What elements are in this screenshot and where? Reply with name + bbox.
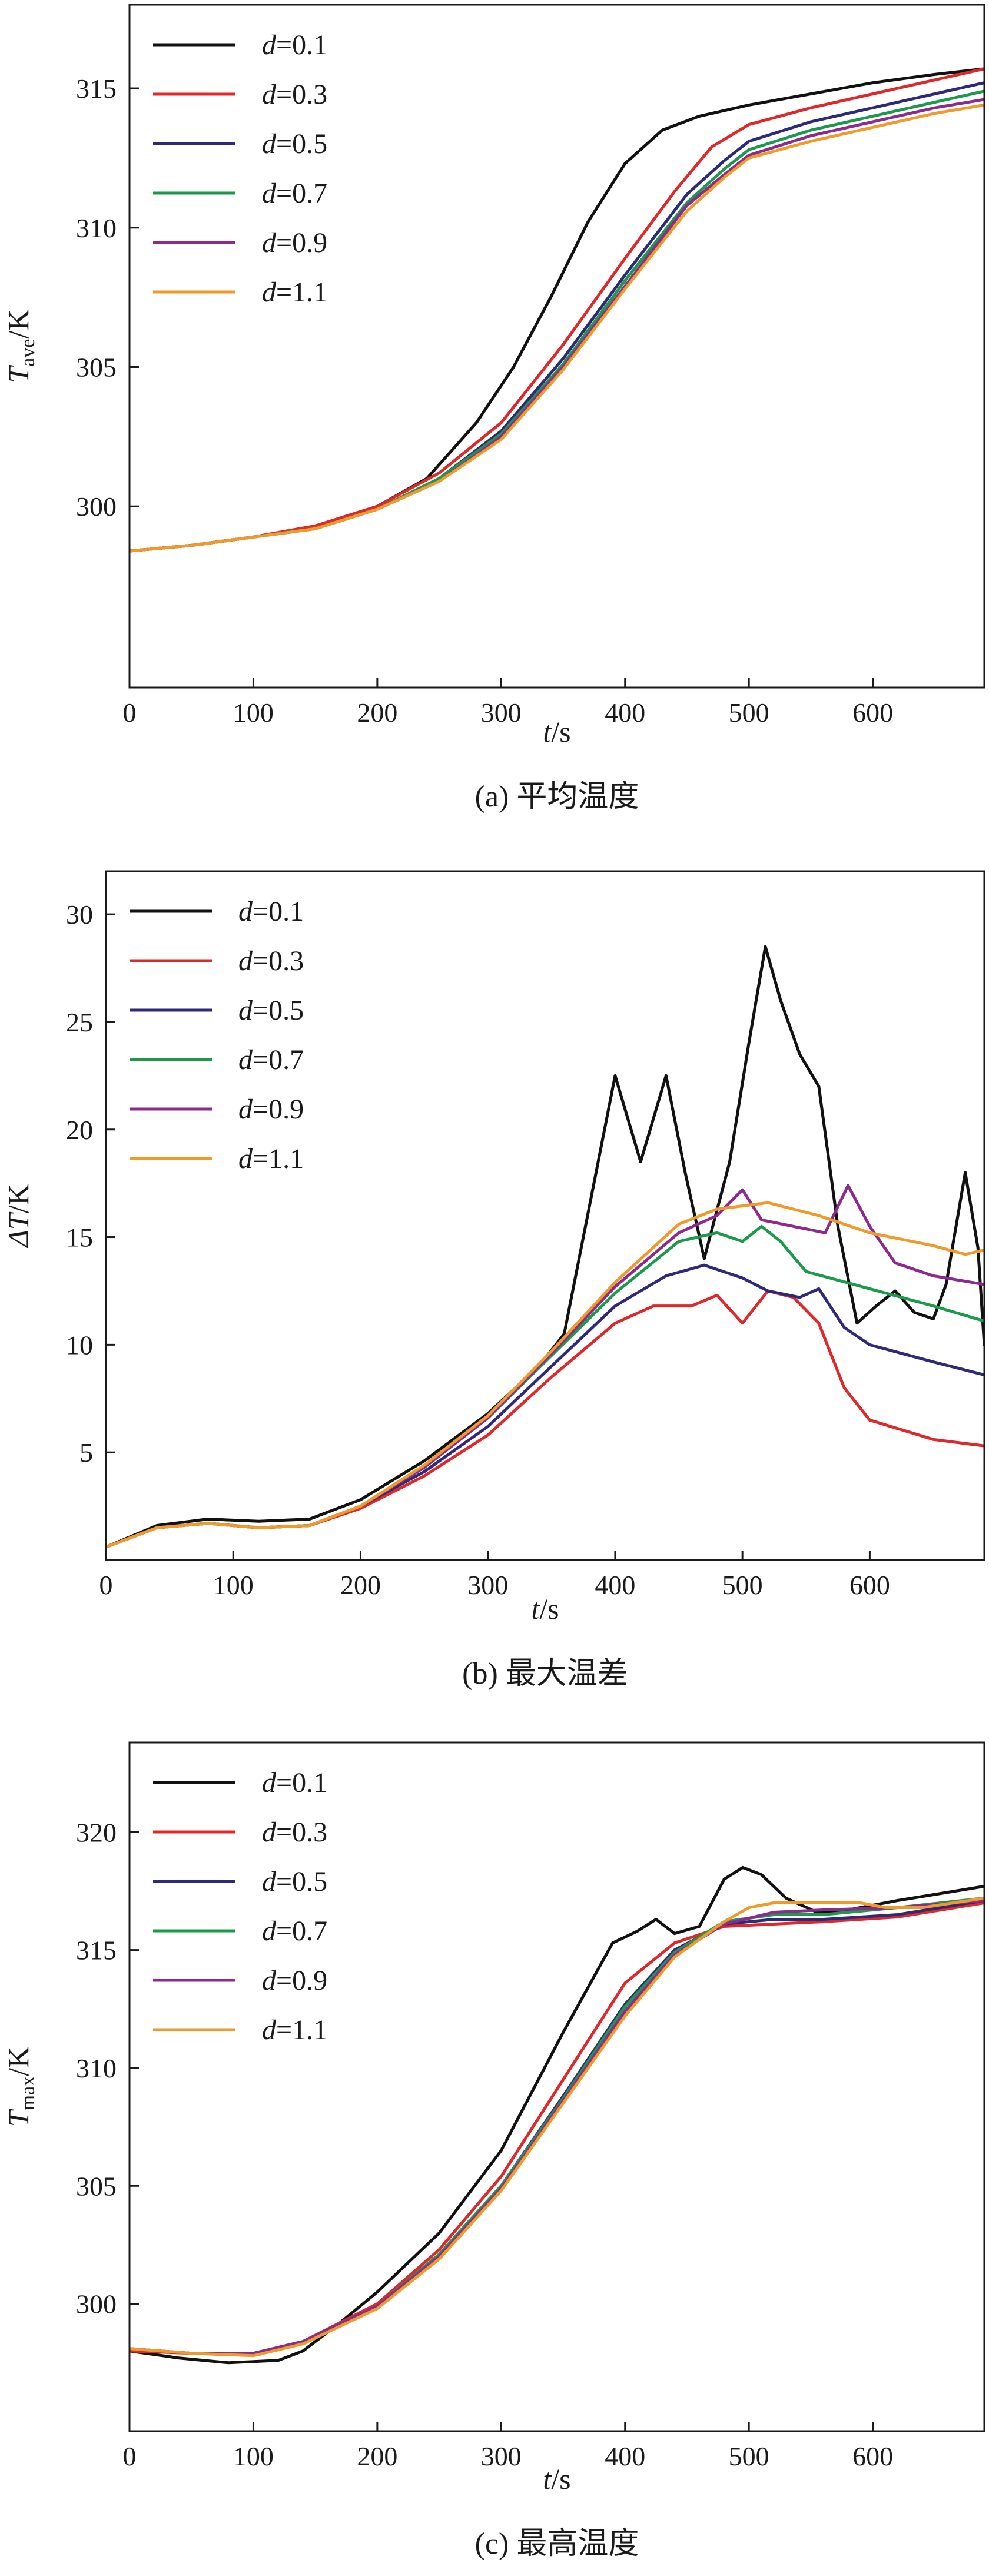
x-tick-label: 100 [233,698,274,728]
figure-caption: (a) 平均温度 [475,780,639,814]
y-axis-label: Tave/K [2,310,39,383]
y-tick-label: 25 [66,1007,93,1037]
series-line-d-0-3 [130,67,984,553]
x-tick-label: 600 [852,698,893,728]
plot-frame [105,870,985,1561]
x-tick-label: 200 [357,2441,397,2471]
legend: d=0.1 d=0.3 d=0.5 d=0.7 d=0.9 d=1.1 [130,896,304,1174]
y-tick-label: 20 [66,1115,93,1145]
x-tick-label: 300 [467,1570,508,1600]
x-tick-label: 300 [481,698,522,728]
legend-entry: d=0.3 [262,1817,327,1848]
plot-frame [128,1741,985,2432]
y-tick-label: 300 [76,2289,117,2319]
series-group [106,945,984,1549]
x-tick-label: 0 [123,698,137,728]
y-tick-label: 315 [76,74,117,104]
x-tick-label: 500 [729,2441,769,2471]
series-line-d-0-9 [106,1184,984,1549]
series-group [130,1865,984,2365]
x-tick-label: 300 [481,2441,522,2471]
figure-caption: (b) 最大温差 [462,1657,628,1691]
y-tick-label: 305 [76,353,117,383]
series-line-d-1-1 [130,1897,984,2358]
legend-entry: d=0.9 [262,227,327,258]
series-line-d-0-9 [130,1899,984,2355]
series-line-d-0-7 [130,1897,984,2355]
y-tick-label: 300 [76,492,117,522]
y-tick-label: 315 [76,1936,117,1966]
x-tick-label: 500 [729,698,769,728]
legend-entry: d=0.7 [262,1916,327,1947]
x-tick-label: 600 [852,2441,893,2471]
x-tick-label: 0 [99,1570,113,1600]
x-axis-label: t/s [531,1592,559,1625]
legend-entry: d=0.5 [238,995,304,1026]
series-line-d-1-1 [106,1201,984,1549]
x-tick-label: 600 [849,1570,890,1600]
y-tick-label: 15 [66,1223,93,1253]
x-tick-label: 0 [123,2441,137,2471]
x-tick-label: 200 [340,1570,381,1600]
series-group [130,67,984,553]
x-axis-label: t/s [543,2462,570,2495]
legend-entry: d=0.3 [238,945,304,977]
series-line-d-1-1 [130,103,984,553]
x-tick-label: 100 [213,1570,254,1600]
series-line-d-0-1 [106,945,984,1549]
y-tick-label: 30 [66,899,93,930]
y-tick-label: 320 [76,1817,117,1847]
series-line-d-0-5 [130,81,984,553]
series-line-d-0-1 [130,67,984,553]
plot-frame [128,4,985,689]
x-tick-label: 400 [595,1570,635,1600]
legend-entry: d=0.3 [262,79,327,110]
chart-max-temperature: 0 100 200 300 400 500 600 300 305 310 315 320 t/s Tma… [2,1741,985,2561]
series-line-d-0-3 [130,1901,984,2355]
y-tick-label: 5 [79,1438,93,1468]
legend-entry: d=0.1 [238,896,304,927]
y-tick-label: 10 [66,1330,93,1360]
y-axis-label: ΔT/K [2,1184,35,1248]
y-tick-label: 305 [76,2171,117,2201]
chart-average-temperature: 0 100 200 300 400 500 600 300 305 310 315 t/s Tave/K… [2,4,985,814]
chart-max-temperature-difference: 0 100 200 300 400 500 600 5 10 15 20 25 30 t/s ΔT/K (b)… [2,870,985,1691]
series-line-d-0-7 [130,89,984,553]
legend-entry: d=0.5 [262,128,327,160]
x-tick-label: 200 [357,698,397,728]
legend-entry: d=0.7 [238,1044,304,1075]
legend-entry: d=0.9 [238,1094,304,1125]
x-tick-label: 400 [605,2441,645,2471]
x-tick-label: 100 [233,2441,274,2471]
legend: d=0.1 d=0.3 d=0.5 d=0.7 d=0.9 d=1.1 [153,29,327,308]
series-line-d-0-3 [106,1289,984,1549]
legend-entry: d=1.1 [262,2014,327,2046]
figure-caption: (c) 最高温度 [475,2527,639,2561]
y-tick-label: 310 [76,2053,117,2083]
legend-entry: d=0.9 [262,1965,327,1996]
x-axis-label: t/s [543,715,570,748]
legend-entry: d=0.1 [262,1767,327,1798]
series-line-d-0-9 [130,98,984,553]
legend-entry: d=0.1 [262,29,327,61]
series-line-d-0-1 [130,1865,984,2365]
x-tick-label: 400 [605,698,645,728]
series-line-d-0-7 [106,1224,984,1549]
legend-entry: d=1.1 [262,277,327,308]
legend-entry: d=1.1 [238,1143,304,1174]
legend: d=0.1 d=0.3 d=0.5 d=0.7 d=0.9 d=1.1 [153,1767,327,2046]
y-tick-label: 310 [76,213,117,243]
y-axis-label: Tmax/K [2,2047,39,2127]
x-tick-label: 500 [722,1570,763,1600]
legend-entry: d=0.5 [262,1866,327,1897]
legend-entry: d=0.7 [262,178,327,209]
series-line-d-0-5 [130,1899,984,2355]
